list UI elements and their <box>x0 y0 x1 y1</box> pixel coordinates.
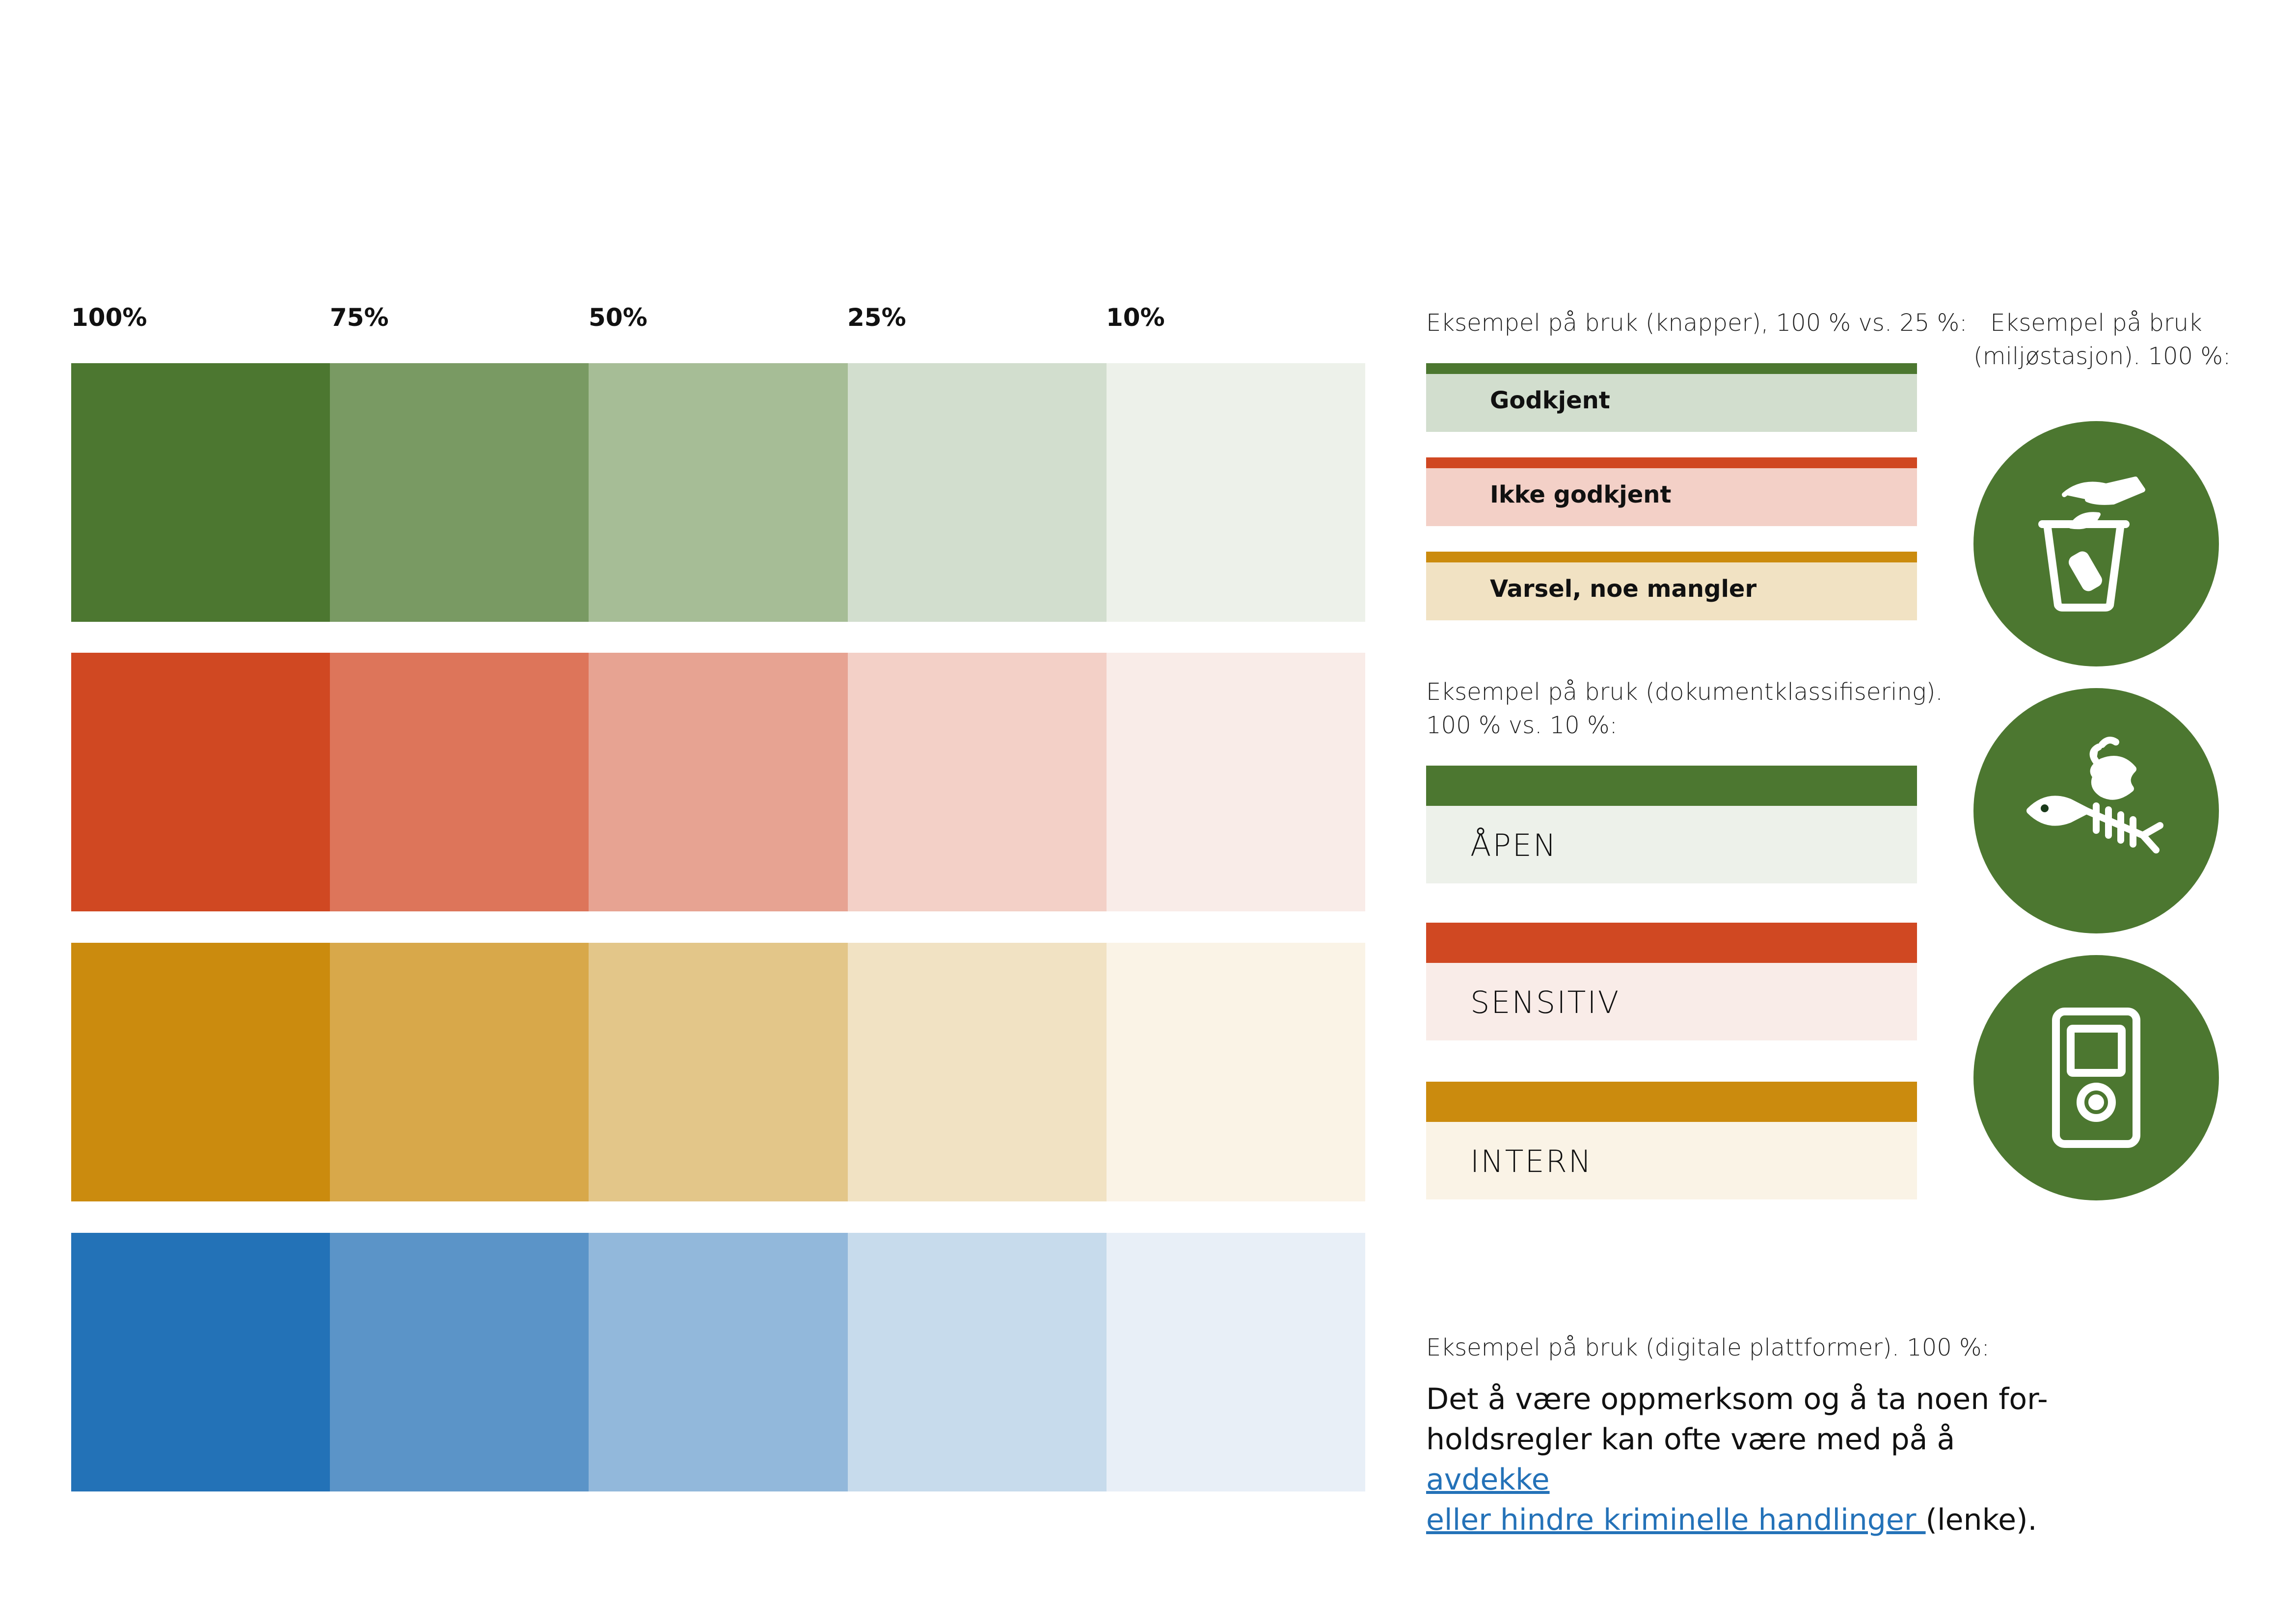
swatch-red-10 <box>1106 653 1365 911</box>
swatch-green-75 <box>330 363 589 622</box>
digital-example-caption: Eksempel på bruk (digitale plattformer).… <box>1426 1334 1990 1361</box>
swatch-green-25 <box>847 363 1107 622</box>
classification-sensitive-label: SENSITIV <box>1470 984 1621 1020</box>
not-approved-button-label: Ikke godkjent <box>1490 481 1672 508</box>
percent-label-50: 50% <box>589 303 648 332</box>
percent-label-25: 25% <box>847 303 906 332</box>
swatch-red-100 <box>71 653 330 911</box>
swatch-blue-25 <box>847 1233 1107 1491</box>
classification-sensitive: SENSITIV <box>1426 923 1917 1040</box>
swatch-red-25 <box>847 653 1107 911</box>
warning-button[interactable]: Varsel, noe mangler <box>1426 552 1917 620</box>
swatch-row-yellow <box>71 943 1365 1201</box>
swatch-blue-50 <box>589 1233 848 1491</box>
buttons-example-caption: Eksempel på bruk (knapper), 100 % vs. 25… <box>1426 309 1968 337</box>
classification-internal: INTERN <box>1426 1082 1917 1199</box>
swatch-green-50 <box>589 363 848 622</box>
crime-prevention-link-continued[interactable]: eller hindre kriminelle handlinger <box>1426 1503 1926 1537</box>
swatch-red-75 <box>330 653 589 911</box>
swatch-blue-10 <box>1106 1233 1365 1491</box>
classification-internal-label: INTERN <box>1470 1144 1593 1179</box>
swatch-yellow-75 <box>330 943 589 1201</box>
swatch-row-red <box>71 653 1365 911</box>
swatch-yellow-10 <box>1106 943 1365 1201</box>
swatch-yellow-25 <box>847 943 1107 1201</box>
warning-button-label: Varsel, noe mangler <box>1490 575 1757 603</box>
approved-button-label: Godkjent <box>1490 387 1610 414</box>
not-approved-button[interactable]: Ikke godkjent <box>1426 457 1917 526</box>
food-waste-icon <box>1973 688 2219 933</box>
crime-prevention-link[interactable]: avdekke <box>1426 1463 1550 1497</box>
percent-label-75: 75% <box>330 303 389 332</box>
swatch-green-10 <box>1106 363 1365 622</box>
swatch-yellow-50 <box>589 943 848 1201</box>
environment-example-caption: Eksempel på bruk (miljøstasjon). 100 %: <box>1973 309 2231 370</box>
swatch-red-50 <box>589 653 848 911</box>
swatch-blue-75 <box>330 1233 589 1491</box>
recycling-bin-icon <box>1973 421 2219 666</box>
swatch-row-green <box>71 363 1365 622</box>
approved-button[interactable]: Godkjent <box>1426 363 1917 432</box>
swatch-yellow-100 <box>71 943 330 1201</box>
swatch-row-blue <box>71 1233 1365 1491</box>
swatch-blue-100 <box>71 1233 330 1491</box>
electronics-icon <box>1973 955 2219 1200</box>
percent-label-10: 10% <box>1106 303 1165 332</box>
classification-open-label: ÅPEN <box>1470 827 1558 863</box>
digital-example-text: Det å være oppmerksom og å ta noen for- … <box>1426 1382 2048 1537</box>
percent-label-100: 100% <box>71 303 147 332</box>
swatch-green-100 <box>71 363 330 622</box>
classification-open: ÅPEN <box>1426 766 1917 883</box>
classification-example-caption: Eksempel på bruk (dokumentklassifisering… <box>1426 678 1943 739</box>
